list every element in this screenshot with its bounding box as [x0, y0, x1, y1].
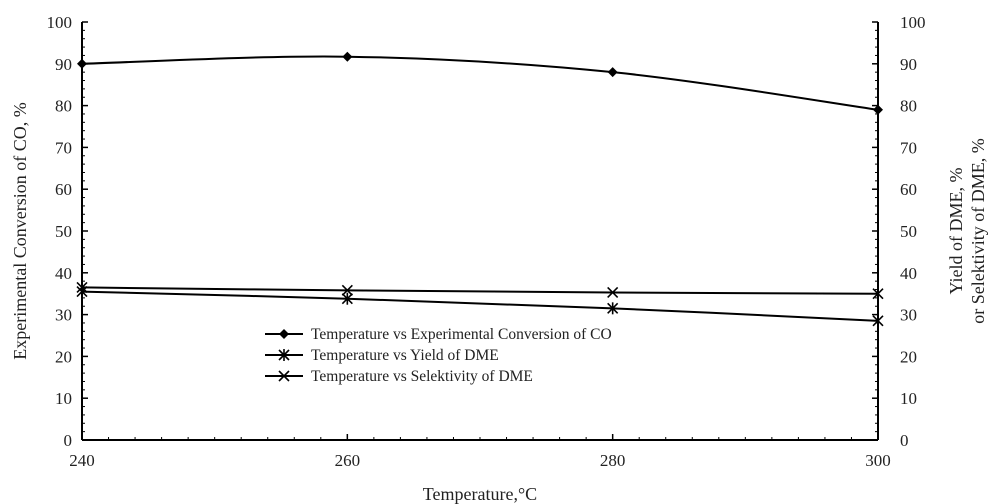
- ticks: 0 0 10 10 20 20 30 30 40 40 50 50 60 60 70 70 80 80 90 90 10…: [47, 13, 926, 470]
- data-point-0-2: [607, 67, 618, 78]
- y-axis-title-right-line2: or Selektivity of DME, %: [968, 138, 988, 323]
- data-point-1-1: [341, 292, 353, 305]
- x-tick-label: 300: [865, 451, 891, 470]
- legend-marker-0: [279, 329, 289, 339]
- series-line-2: [81, 286, 879, 295]
- y-tick-label-right: 10: [900, 389, 917, 408]
- plot-area: [82, 22, 878, 440]
- legend-marker-2-stroke: [278, 370, 290, 382]
- y-tick-label-right: 30: [900, 306, 917, 325]
- y-tick-label-left: 90: [55, 55, 72, 74]
- data-point-2-0: [76, 281, 88, 293]
- x-tick-label: 280: [600, 451, 626, 470]
- legend-label-1: Temperature vs Yield of DME: [311, 347, 499, 364]
- series-0: [77, 51, 883, 115]
- data-point-2-2-stroke: [607, 286, 619, 299]
- y-tick-label-right: 90: [900, 55, 917, 74]
- y-tick-label-left: 30: [55, 306, 72, 325]
- data-point-2-1: [341, 284, 353, 296]
- legend-item-1: Temperature vs Yield of DME: [265, 347, 499, 364]
- y-tick-label-right: 40: [900, 264, 917, 283]
- x-tick-label: 240: [69, 451, 95, 470]
- y-tick-label-left: 20: [55, 347, 72, 366]
- x-axis-title: Temperature,°C: [423, 484, 537, 504]
- data-point-2-3-stroke: [872, 288, 884, 300]
- legend-label-0: Temperature vs Experimental Conversion o…: [311, 326, 612, 343]
- legend-marker-1: [278, 349, 290, 361]
- legend-item-2: Temperature vs Selektivity of DME: [265, 368, 533, 385]
- y-tick-label-left: 40: [55, 264, 72, 283]
- legend-item-0: Temperature vs Experimental Conversion o…: [265, 326, 612, 343]
- y-tick-label-right: 50: [900, 222, 917, 241]
- legend: Temperature vs Experimental Conversion o…: [265, 326, 612, 385]
- y-tick-label-right: 80: [900, 97, 917, 116]
- y-tick-label-left: 70: [55, 138, 72, 157]
- data-point-2-1-stroke: [341, 284, 353, 296]
- legend-label-2: Temperature vs Selektivity of DME: [311, 368, 533, 385]
- y-tick-label-left: 60: [55, 180, 72, 199]
- data-point-1-3: [872, 314, 884, 327]
- y-tick-label-left: 0: [64, 431, 73, 450]
- y-tick-label-right: 60: [900, 180, 917, 199]
- data-point-2-3: [872, 288, 884, 300]
- data-point-2-2: [607, 286, 619, 299]
- series-2: [76, 281, 884, 300]
- y-axis-title-right-line1: Yield of DME, %: [946, 168, 966, 295]
- data-point-2-0-stroke: [76, 281, 88, 293]
- data-point-0-1: [342, 51, 353, 62]
- y-tick-label-right: 100: [900, 13, 926, 32]
- x-tick-label: 260: [335, 451, 361, 470]
- y-tick-label-right: 70: [900, 138, 917, 157]
- y-tick-label-right: 0: [900, 431, 909, 450]
- series-line-1: [81, 290, 879, 322]
- data-point-0-3: [873, 104, 883, 115]
- y-axis-title-left: Experimental Conversion of CO, %: [10, 102, 30, 359]
- legend-marker-2: [278, 370, 290, 382]
- y-tick-label-left: 50: [55, 222, 72, 241]
- series: [76, 51, 884, 327]
- series-line-0: [81, 55, 879, 111]
- y-tick-label-left: 10: [55, 389, 72, 408]
- y-tick-label-left: 80: [55, 97, 72, 116]
- y-tick-label-right: 20: [900, 347, 917, 366]
- data-point-1-2: [607, 302, 619, 315]
- data-point-0-0: [77, 58, 87, 69]
- y-tick-label-left: 100: [47, 13, 73, 32]
